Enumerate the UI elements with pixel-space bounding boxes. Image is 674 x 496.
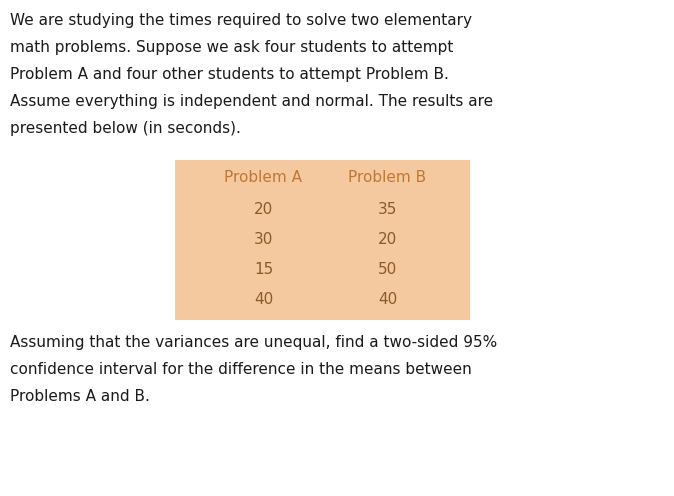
FancyBboxPatch shape <box>175 160 470 320</box>
Text: Assume everything is independent and normal. The results are: Assume everything is independent and nor… <box>10 94 493 109</box>
Text: Problems A and B.: Problems A and B. <box>10 389 150 404</box>
Text: 40: 40 <box>377 292 397 307</box>
Text: 20: 20 <box>254 201 273 216</box>
Text: confidence interval for the difference in the means between: confidence interval for the difference i… <box>10 362 472 377</box>
Text: We are studying the times required to solve two elementary: We are studying the times required to so… <box>10 13 472 28</box>
Text: 15: 15 <box>254 261 273 276</box>
Text: 35: 35 <box>377 201 397 216</box>
Text: Problem A: Problem A <box>224 170 303 185</box>
Text: 40: 40 <box>254 292 273 307</box>
Text: 30: 30 <box>254 232 273 247</box>
Text: 50: 50 <box>377 261 397 276</box>
Text: presented below (in seconds).: presented below (in seconds). <box>10 121 241 136</box>
Text: math problems. Suppose we ask four students to attempt: math problems. Suppose we ask four stude… <box>10 40 454 55</box>
Text: Problem B: Problem B <box>348 170 427 185</box>
Text: Problem A and four other students to attempt Problem B.: Problem A and four other students to att… <box>10 67 449 82</box>
Text: Assuming that the variances are unequal, find a two-sided 95%: Assuming that the variances are unequal,… <box>10 335 497 350</box>
Text: 20: 20 <box>377 232 397 247</box>
